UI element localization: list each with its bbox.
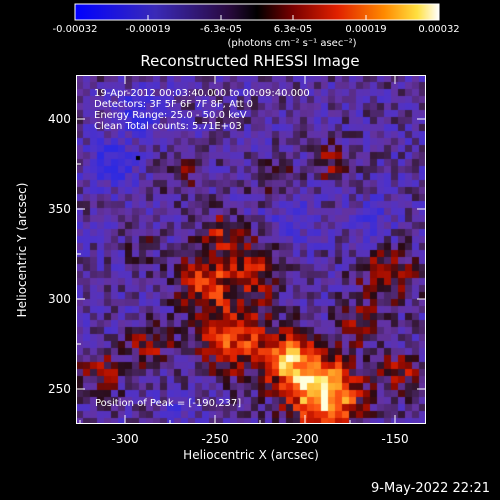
info-detectors: Detectors: 3F 5F 6F 7F 8F, Att 0 (94, 99, 254, 110)
colorbar-tick-label: -0.00032 (52, 24, 98, 35)
y-tick-label: 250 (48, 382, 71, 396)
colorbar-tick-label: -0.00019 (125, 24, 171, 35)
x-tick-label: -150 (381, 432, 409, 446)
colorbar-ticks (74, 15, 440, 20)
colorbar-tick-label: 6.3e-05 (273, 24, 313, 35)
minor-ticks (76, 163, 351, 424)
x-tick-label: -300 (111, 432, 139, 446)
peak-position-label: Position of Peak = [-190,237] (95, 398, 242, 409)
plot-frame (76, 75, 426, 424)
colorbar-tick-label: 0.00032 (418, 24, 460, 35)
colorbar-tick-label: -6.3e-05 (200, 24, 242, 35)
y-tick-label: 400 (48, 112, 71, 126)
colorbar-tick-label: 0.00019 (345, 24, 387, 35)
axis-ticks (76, 75, 426, 424)
info-clean-counts: Clean Total counts: 5.71E+03 (94, 121, 242, 132)
info-energy-range: Energy Range: 25.0 - 50.0 keV (94, 110, 247, 121)
footer-date: 9-May-2022 22:21 (371, 481, 490, 496)
colorbar-gradient (74, 3, 440, 21)
x-tick-label: -200 (291, 432, 319, 446)
colorbar-units: (photons cm⁻² s⁻¹ asec⁻²) (227, 38, 357, 49)
x-tick-label: -250 (201, 432, 229, 446)
solar-image (76, 75, 426, 424)
plot-title: Reconstructed RHESSI Image (140, 52, 360, 70)
y-axis-label: Heliocentric Y (arcsec) (15, 182, 29, 318)
colorbar (74, 3, 440, 21)
y-tick-label: 300 (48, 292, 71, 306)
y-tick-label: 350 (48, 202, 71, 216)
heatmap-canvas (76, 75, 426, 424)
x-axis-label: Heliocentric X (arcsec) (183, 448, 319, 462)
info-time-range: 19-Apr-2012 00:03:40.000 to 00:09:40.000 (94, 88, 310, 99)
